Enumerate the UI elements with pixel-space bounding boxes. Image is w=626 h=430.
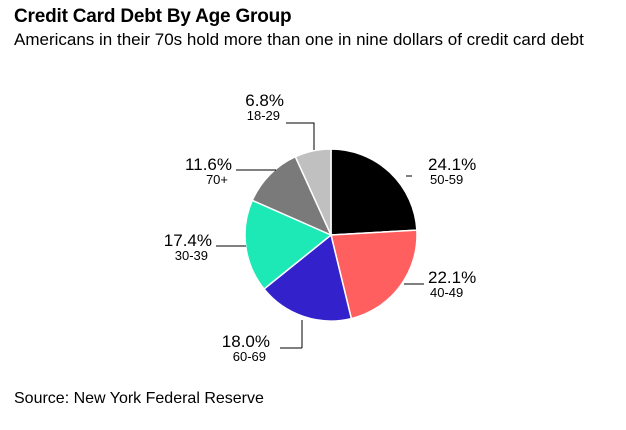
slice-category-label: 40-49 bbox=[430, 285, 463, 300]
source-note: Source: New York Federal Reserve bbox=[14, 390, 264, 407]
slice-category-label: 70+ bbox=[206, 172, 228, 187]
pie-slices bbox=[244, 148, 418, 322]
slice-category-label: 18-29 bbox=[247, 108, 280, 123]
slice-percent-label: 22.1% bbox=[428, 268, 476, 287]
pie-slice-60-69 bbox=[262, 233, 353, 322]
slice-category-label: 30-39 bbox=[175, 248, 208, 263]
slice-category-label: 60-69 bbox=[233, 349, 266, 364]
chart-subtitle: Americans in their 70s hold more than on… bbox=[14, 30, 584, 49]
pie-slice-40-49 bbox=[330, 229, 418, 320]
slice-percent-label: 24.1% bbox=[428, 155, 476, 174]
chart-title: Credit Card Debt By Age Group bbox=[14, 6, 292, 27]
slice-labels: 24.1%50-59 22.1%40-49 18.0%60-69 17.4%30-39… bbox=[164, 91, 476, 364]
slice-percent-label: 11.6% bbox=[185, 155, 232, 174]
slice-percent-label: 18.0% bbox=[222, 332, 270, 351]
slice-percent-label: 6.8% bbox=[245, 91, 284, 110]
slice-percent-label: 17.4% bbox=[164, 231, 212, 250]
leader-line-18-29 bbox=[286, 122, 315, 150]
slice-category-label: 50-59 bbox=[430, 172, 463, 187]
pie-slice-18-29 bbox=[294, 148, 332, 236]
pie-slice-70plus bbox=[251, 155, 333, 237]
pie-slice-50-59 bbox=[330, 148, 418, 236]
leader-lines bbox=[216, 122, 424, 349]
